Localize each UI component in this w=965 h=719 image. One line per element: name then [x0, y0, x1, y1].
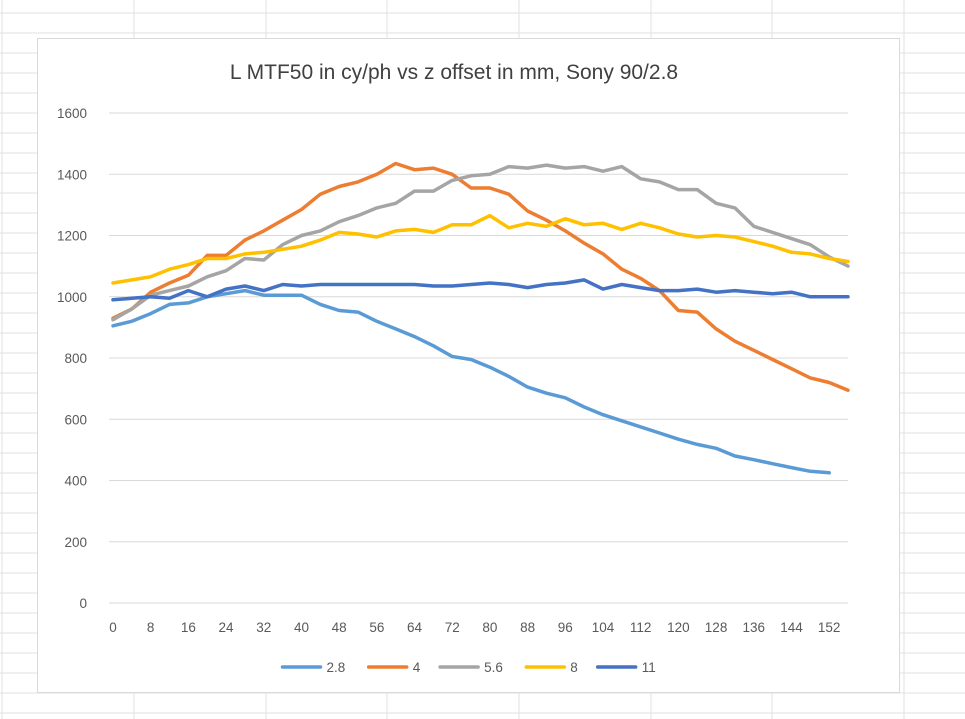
series-line-5.6 [111, 163, 850, 322]
legend-label: 8 [570, 660, 578, 675]
x-tick-label: 128 [705, 620, 728, 635]
chart-title: L MTF50 in cy/ph vs z offset in mm, Sony… [230, 61, 678, 84]
series-line-11 [111, 278, 850, 302]
x-tick-label: 72 [445, 620, 460, 635]
series-line-2.8 [111, 288, 831, 475]
x-tick-label: 56 [369, 620, 384, 635]
x-tick-label: 136 [743, 620, 766, 635]
x-tick-label: 120 [667, 620, 690, 635]
legend-item-4: 4 [366, 660, 421, 675]
legend-label: 4 [413, 660, 421, 675]
gridlines [109, 112, 848, 604]
legend-item-8: 8 [524, 660, 578, 675]
legend-item-11: 11 [595, 660, 656, 675]
x-tick-label: 32 [256, 620, 271, 635]
x-axis-ticks: 0 8 16 24 32 40 48 56 64 72 80 88 96 104 112 120 128 136 1… [109, 620, 840, 635]
y-tick-label: 1200 [57, 229, 87, 244]
legend: 2.8 4 5.6 8 11 [280, 660, 656, 675]
y-tick-label: 1400 [57, 167, 87, 182]
x-tick-label: 144 [780, 620, 803, 635]
x-tick-label: 40 [294, 620, 309, 635]
y-tick-label: 600 [64, 412, 87, 427]
legend-item-5.6: 5.6 [438, 660, 503, 675]
x-tick-label: 104 [592, 620, 615, 635]
x-tick-label: 112 [630, 620, 652, 635]
y-tick-label: 1600 [57, 106, 87, 121]
legend-item-2.8: 2.8 [280, 660, 346, 675]
x-tick-label: 80 [482, 620, 497, 635]
line-chart: L MTF50 in cy/ph vs z offset in mm, Sony… [57, 61, 850, 675]
x-tick-label: 48 [332, 620, 347, 635]
x-tick-label: 96 [558, 620, 573, 635]
x-tick-label: 152 [818, 620, 841, 635]
y-tick-label: 1000 [57, 290, 87, 305]
legend-label: 11 [642, 660, 656, 675]
x-tick-label: 64 [407, 620, 423, 635]
series-line-4 [111, 161, 850, 392]
y-tick-label: 200 [64, 535, 87, 550]
y-tick-label: 0 [79, 596, 87, 611]
x-tick-label: 0 [109, 620, 117, 635]
y-tick-label: 400 [64, 474, 87, 489]
y-axis-ticks: 0 200 400 600 800 1000 1200 1400 1600 [57, 106, 87, 611]
plot-series [111, 161, 850, 475]
x-tick-label: 8 [147, 620, 155, 635]
x-tick-label: 16 [181, 620, 196, 635]
y-tick-label: 800 [64, 351, 87, 366]
chart-area[interactable]: L MTF50 in cy/ph vs z offset in mm, Sony… [37, 38, 900, 693]
x-tick-label: 24 [219, 620, 235, 635]
x-tick-label: 88 [520, 620, 535, 635]
legend-label: 2.8 [327, 660, 346, 675]
series-line-8 [111, 213, 850, 285]
legend-label: 5.6 [484, 660, 503, 675]
